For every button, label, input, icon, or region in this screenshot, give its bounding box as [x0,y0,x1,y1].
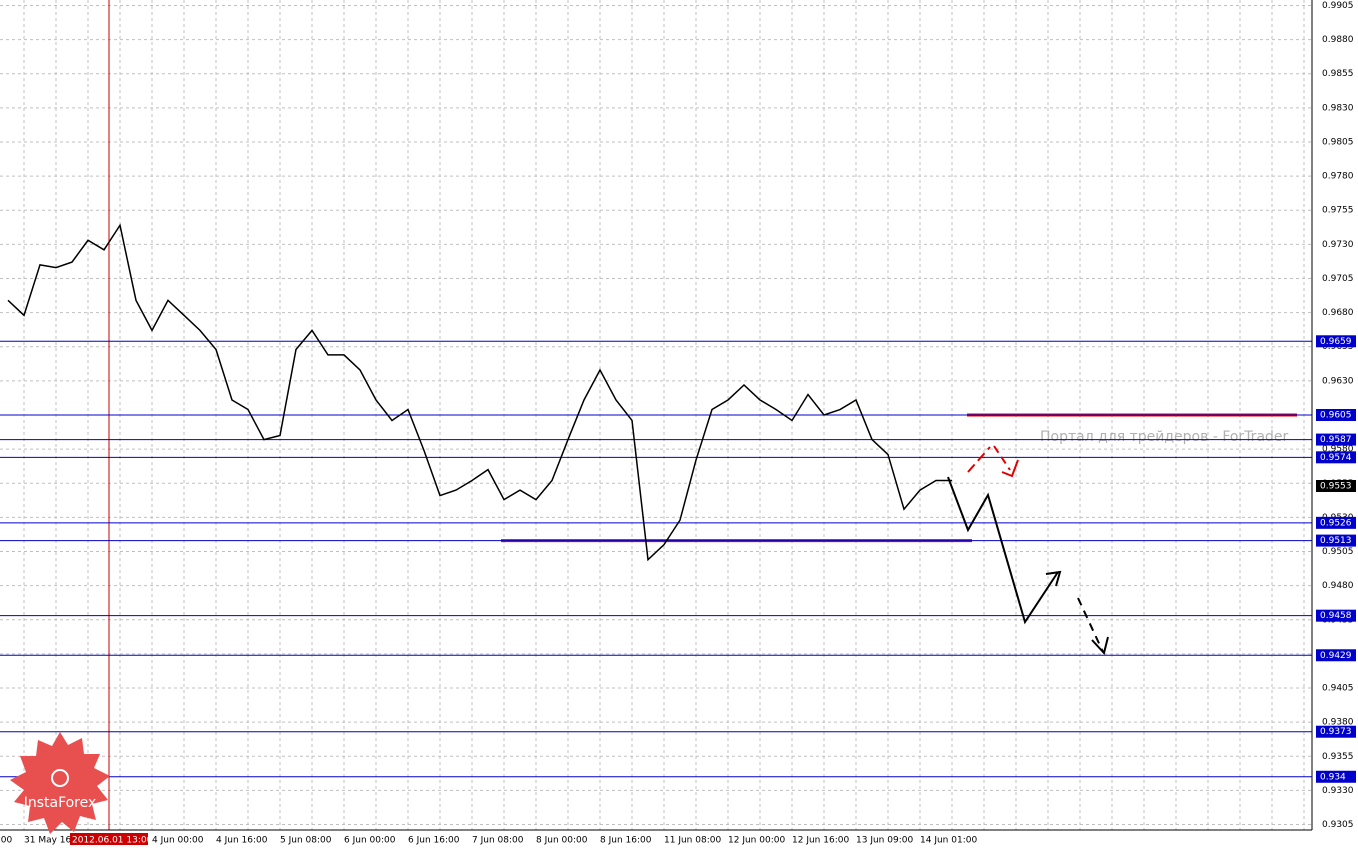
price-label: 0.9553 [1320,481,1352,491]
level-label: 0.9587 [1320,435,1352,445]
plot [0,223,1312,778]
level-box [1316,609,1356,622]
level-box [1316,433,1356,446]
time-highlight [70,833,148,845]
level-label: 0.9526 [1320,518,1352,528]
y-tick-label: 0.9330 [1322,786,1354,796]
level-label: 0.9513 [1320,536,1352,546]
y-tick-label: 0.9630 [1322,376,1354,386]
x-tick-label: 6 Jun 16:00 [408,836,460,846]
level-label: 0.9373 [1320,727,1352,737]
x-tick-label: 14 Jun 01:00 [920,836,977,846]
x-tick-label: 2012.06.01 13:00 [72,836,153,846]
y-tick-label: 0.9405 [1322,684,1354,694]
y-tick-label: 0.9305 [1322,820,1354,830]
level-label: 0.9659 [1320,337,1352,347]
logo-icon [51,769,69,787]
y-tick-label: 0.9905 [1322,1,1354,11]
logo-text: InstaForex [24,795,97,811]
x-tick-label: 4 Jun 00:00 [152,836,204,846]
y-tick-label: 0.9480 [1322,581,1354,591]
y-tick-label: 0.9880 [1322,35,1354,45]
price-box [1316,479,1356,492]
alt-arrow [993,445,1011,471]
y-tick-label: 0.9755 [1322,206,1354,216]
y-tick-label: 0.9380 [1322,718,1354,728]
x-tick-label: 6 Jun 00:00 [344,836,396,846]
arrow-head [1091,636,1109,656]
level-box [1316,451,1356,464]
y-tick-label: 0.9855 [1322,69,1354,79]
y-tick-label: 0.9505 [1322,547,1354,557]
y-tick-label: 0.9705 [1322,274,1354,284]
x-tick-label: 4 Jun 16:00 [216,836,268,846]
level-box [1316,335,1356,348]
x-tick-label: 12 Jun 16:00 [792,836,849,846]
x-tick-label: 5 Jun 08:00 [280,836,332,846]
price-line [7,223,952,562]
arrow-head [1001,459,1019,478]
y-tick-label: 0.9830 [1322,103,1354,113]
y-tick-label: 0.9580 [1322,445,1354,455]
y-tick-label: 0.9780 [1322,172,1354,182]
forecast-arrow [947,476,1059,625]
level-box [1316,649,1356,662]
x-tick-label: 8 Jun 00:00 [536,836,588,846]
drawings [947,445,1109,656]
level-label: 0.9429 [1320,651,1352,661]
x-tick-label: 13 Jun 09:00 [856,836,913,846]
x-tick-label: 7 Jun 08:00 [472,836,524,846]
logo: InstaForex [10,732,110,834]
x-tick-label: 31 May 16 [24,836,72,846]
forecast-arrow-dashed [1077,597,1104,653]
level-box [1316,409,1356,421]
level-label: 0.9574 [1320,453,1352,463]
y-tick-label: 0.9355 [1322,752,1354,762]
arrow-head [1045,570,1062,587]
x-tick-label: 11 Jun 08:00 [664,836,721,846]
x-tick-label: 8 Jun 16:00 [600,836,652,846]
level-box [1316,770,1356,783]
watermark: Портал для трейдеров - ForTrader [1040,429,1289,445]
level-box [1316,516,1356,529]
level-box [1316,725,1356,738]
logo-badge [10,732,110,834]
y-tick-label: 0.9730 [1322,240,1354,250]
alt-arrow [967,446,991,473]
x-tick-label: 12 Jun 00:00 [728,836,785,846]
y-tick-label: 0.9680 [1322,308,1354,318]
x-tick-label: 0:00 [0,836,12,846]
y-tick-label: 0.9805 [1322,137,1354,147]
level-box [1316,534,1356,547]
level-label: 0.9458 [1320,611,1352,621]
level-label: 0.934 [1320,772,1346,782]
level-label: 0.9605 [1320,411,1352,421]
